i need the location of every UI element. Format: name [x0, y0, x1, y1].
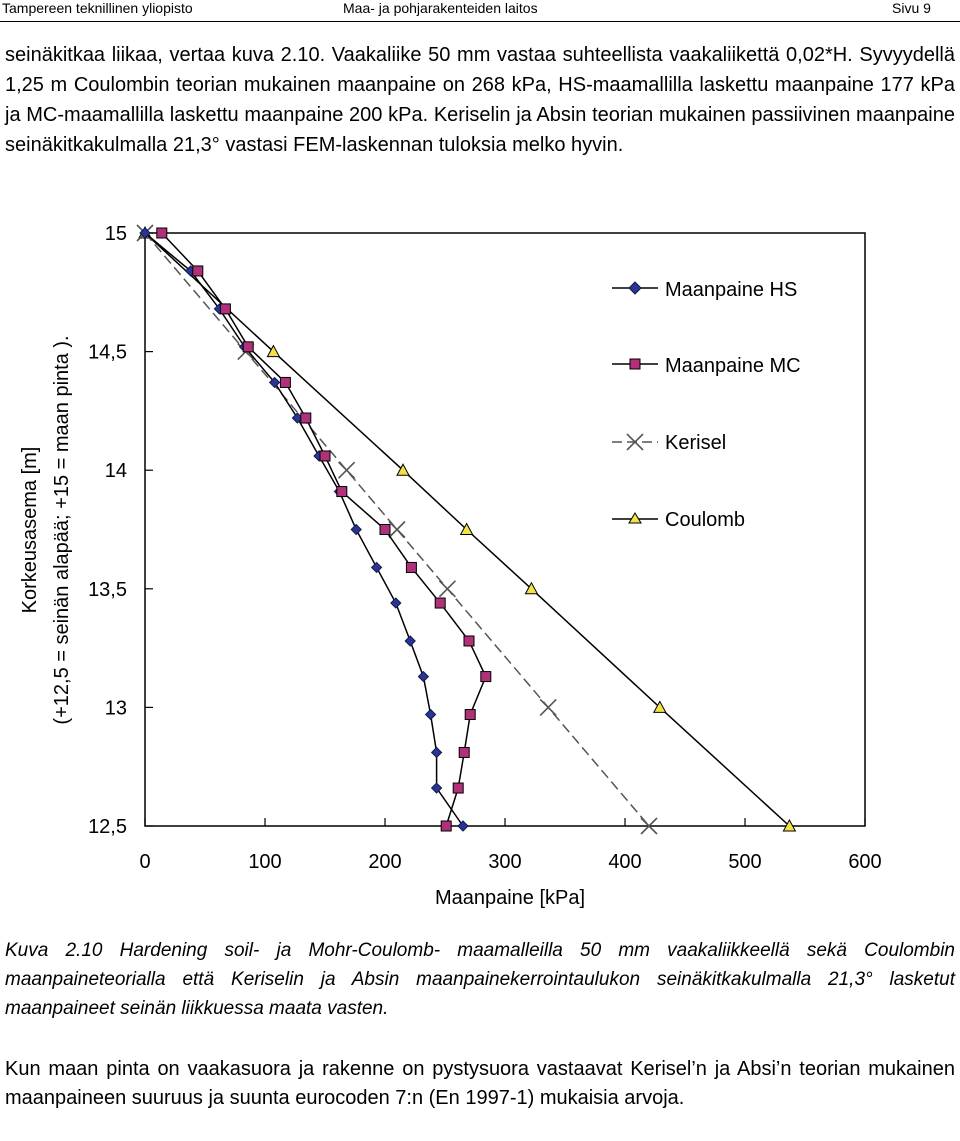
- page-header: Tampereen teknillinen yliopisto Maa- ja …: [0, 0, 960, 22]
- data-point-triangle: [652, 700, 667, 713]
- closing-paragraph: Kun maan pinta on vaakasuora ja rakenne …: [5, 1058, 955, 1109]
- y-tick-label: 14,5: [88, 342, 127, 364]
- series-line: [144, 232, 464, 827]
- legend-marker-x: [626, 433, 644, 451]
- y-axis-title: Korkeusasema [m]: [19, 447, 41, 614]
- legend-item-coulomb: Coulomb: [612, 509, 745, 531]
- series-layer: [136, 224, 797, 835]
- header-university: Tampereen teknillinen yliopisto: [2, 0, 193, 16]
- x-tick-label: 600: [848, 851, 881, 873]
- data-point-triangle: [459, 522, 474, 535]
- data-point-x: [338, 461, 356, 479]
- intro-paragraph: seinäkitkaa liikaa, vertaa kuva 2.10. Va…: [5, 44, 955, 156]
- x-tick-label: 200: [368, 851, 401, 873]
- data-point-square: [279, 376, 291, 388]
- x-tick-label: 400: [608, 851, 641, 873]
- x-tick-label: 500: [728, 851, 761, 873]
- data-point-square: [336, 486, 348, 498]
- legend-marker-triangle: [628, 512, 642, 524]
- data-point-square: [242, 341, 254, 353]
- data-point-diamond: [390, 597, 402, 609]
- y-tick-label: 13,5: [88, 579, 127, 601]
- x-tick-label: 0: [139, 851, 150, 873]
- y-tick-label: 15: [105, 223, 127, 245]
- data-point-square: [156, 227, 168, 239]
- header-divider: [0, 21, 960, 22]
- data-point-square: [440, 820, 452, 832]
- data-point-diamond: [370, 561, 383, 574]
- data-point-triangle: [266, 344, 281, 358]
- x-axis-ticks: [144, 818, 866, 826]
- data-point-diamond: [430, 782, 443, 794]
- figure-caption: Kuva 2.10 Hardening soil- ja Mohr-Coulom…: [5, 940, 955, 1019]
- x-axis-tick-labels: 0 100 200 300 400 500 600: [139, 851, 881, 873]
- series-coulomb: [138, 225, 797, 832]
- series-maanpaine-hs: [139, 227, 469, 832]
- legend-item-kerisel: Kerisel: [612, 432, 726, 454]
- series-line: [161, 232, 487, 827]
- y-axis-tick-labels: 15 14,5 14 13,5 13 12,5: [88, 223, 127, 838]
- legend-label-kerisel: Kerisel: [665, 432, 726, 454]
- header-page-number: Sivu 9: [892, 0, 931, 16]
- data-point-triangle: [524, 581, 539, 595]
- legend-marker-square: [629, 358, 641, 370]
- data-point-triangle: [782, 818, 797, 832]
- chart-legend: Maanpaine HS Maanpaine MC Kerisel Coulom…: [612, 279, 801, 531]
- data-point-square: [464, 709, 476, 721]
- data-point-x: [388, 520, 406, 539]
- data-point-diamond: [268, 376, 281, 389]
- data-point-diamond: [457, 820, 469, 832]
- series-maanpaine-mc: [156, 227, 492, 832]
- data-point-diamond: [424, 708, 437, 721]
- data-point-square: [219, 303, 231, 315]
- data-point-square: [458, 746, 470, 758]
- data-point-diamond: [350, 523, 362, 536]
- x-tick-label: 300: [488, 851, 521, 873]
- y-tick-label: 14: [105, 460, 127, 482]
- legend-label-mc: Maanpaine MC: [665, 355, 801, 377]
- header-department: Maa- ja pohjarakenteiden laitos: [343, 0, 538, 16]
- data-point-triangle: [396, 463, 410, 476]
- data-point-square: [300, 412, 312, 424]
- data-point-x: [640, 817, 658, 835]
- legend-marker-diamond: [628, 281, 642, 295]
- legend-item-mc: Maanpaine MC: [612, 355, 801, 377]
- y-axis-subtitle: (+12,5 = seinän alapää; +15 = maan pinta…: [51, 335, 73, 724]
- y-tick-label: 12,5: [88, 816, 127, 838]
- legend-label-hs: Maanpaine HS: [665, 279, 797, 301]
- y-axis-ticks: [145, 232, 153, 827]
- data-point-diamond: [404, 635, 416, 647]
- data-point-diamond: [430, 746, 443, 759]
- data-point-x: [438, 580, 456, 598]
- data-point-square: [434, 597, 446, 609]
- earth-pressure-chart: 15 14,5 14 13,5 13 12,5 0 100 200 300 400 500 600 M…: [19, 223, 882, 909]
- legend-label-coulomb: Coulomb: [665, 509, 745, 531]
- y-tick-label: 13: [105, 697, 127, 719]
- data-point-x: [539, 698, 557, 716]
- data-point-square: [319, 450, 331, 462]
- data-point-diamond: [417, 670, 430, 683]
- plot-area-frame: [144, 232, 866, 827]
- data-point-square: [192, 265, 204, 277]
- series-kerisel: [136, 224, 658, 835]
- data-point-square: [480, 671, 492, 683]
- x-tick-label: 100: [248, 851, 281, 873]
- data-point-square: [463, 635, 475, 647]
- data-point-diamond: [139, 227, 151, 239]
- x-axis-title: Maanpaine [kPa]: [435, 887, 585, 909]
- data-point-square: [452, 782, 464, 794]
- data-point-square: [405, 561, 417, 573]
- data-point-square: [379, 524, 391, 535]
- legend-item-hs: Maanpaine HS: [612, 279, 797, 301]
